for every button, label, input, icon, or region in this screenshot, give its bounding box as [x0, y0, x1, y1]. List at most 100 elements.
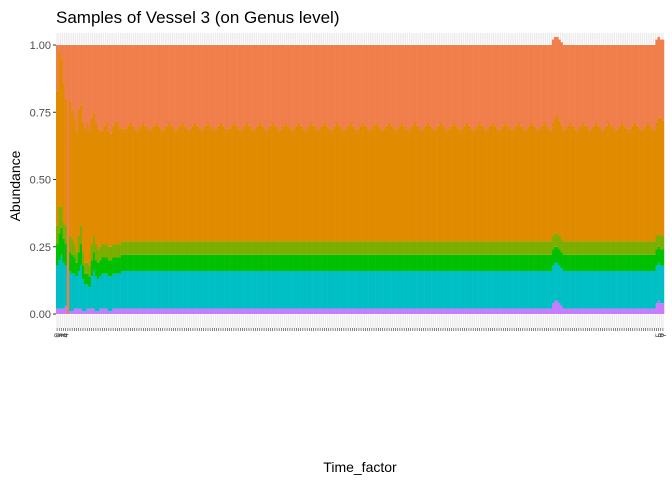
bar-segment-1: [355, 270, 359, 309]
bar-segment-5: [291, 45, 294, 132]
bar-segment-1: [577, 270, 581, 309]
bar-segment-4: [234, 125, 238, 242]
bar-segment-5: [532, 45, 535, 126]
bar-segment-2: [396, 254, 400, 271]
bar-segment-5: [269, 45, 272, 126]
bar-segment-2: [297, 254, 300, 271]
bar-segment-2: [528, 254, 531, 271]
bar-segment-3: [648, 241, 652, 255]
bar-segment-4: [640, 131, 643, 242]
bar-segment-1: [648, 270, 652, 309]
bar-segment-3: [405, 241, 408, 255]
bar-segment-3: [202, 241, 206, 255]
bar-segment-4: [448, 128, 451, 242]
bar-segment-0: [487, 308, 490, 314]
bar-segment-3: [489, 241, 492, 255]
bar-segment-0: [368, 308, 372, 314]
bar-segment-5: [157, 45, 160, 126]
bar-segment-2: [347, 254, 350, 271]
bar-segment-5: [96, 45, 100, 129]
bar-segment-2: [155, 254, 158, 271]
bar-segment-5: [562, 45, 566, 132]
bar-segment-0: [515, 308, 518, 314]
bar-segment-1: [105, 273, 108, 309]
bar-segment-2: [222, 254, 225, 271]
bar-segment-2: [202, 254, 206, 271]
bar-segment-5: [198, 45, 201, 129]
bar-segment-0: [159, 308, 162, 314]
bar-segment-5: [127, 45, 130, 126]
bar-segment-0: [116, 308, 119, 314]
bar-segment-4: [457, 128, 460, 242]
bar-segment-0: [441, 308, 445, 314]
bar-segment-3: [575, 241, 579, 255]
bar-segment-1: [196, 270, 199, 309]
bar-segment-4: [338, 125, 341, 242]
bar-segment-0: [88, 308, 91, 314]
bar-segment-1: [183, 270, 186, 309]
bar-segment-3: [198, 241, 201, 255]
bar-segment-1: [129, 270, 132, 309]
bar-segment-0: [355, 308, 359, 314]
bar-segment-0: [168, 308, 171, 314]
bar-segment-0: [510, 308, 514, 314]
bar-segment-3: [71, 238, 74, 255]
bar-segment-4: [252, 131, 255, 242]
bar-segment-2: [418, 254, 421, 271]
bar-segment-1: [418, 270, 421, 309]
bar-segment-5: [372, 45, 376, 126]
bar-segment-4: [532, 125, 535, 242]
bar-segment-1: [90, 276, 93, 309]
bar-segment-4: [618, 125, 622, 242]
bar-segment-1: [426, 270, 430, 309]
bar-segment-1: [109, 276, 113, 312]
bar-segment-5: [312, 45, 315, 126]
bar-segment-1: [396, 270, 400, 309]
bar-segment-0: [638, 308, 641, 314]
bar-segment-0: [336, 308, 339, 314]
bar-segment-5: [118, 45, 121, 129]
bar-segment-4: [450, 125, 453, 242]
bar-segment-1: [459, 270, 462, 309]
bar-segment-3: [293, 241, 296, 255]
bar-segment-2: [616, 254, 619, 271]
bar-segment-5: [515, 45, 518, 126]
bar-segment-4: [523, 131, 527, 242]
bar-segment-5: [338, 45, 341, 126]
bar-segment-4: [482, 128, 486, 242]
bar-segment-5: [467, 45, 471, 126]
bar-segment-2: [112, 257, 115, 274]
bar-segment-4: [258, 123, 262, 242]
bar-segment-4: [416, 125, 419, 242]
bar-segment-5: [252, 45, 255, 132]
bar-segment-1: [551, 265, 555, 304]
bar-segment-0: [118, 308, 121, 314]
bar-segment-0: [306, 308, 309, 314]
bar-segment-1: [293, 270, 296, 309]
bar-segment-2: [92, 252, 96, 271]
bar-segment-2: [331, 254, 335, 271]
bar-segment-0: [599, 308, 602, 314]
bar-segment-0: [416, 308, 419, 314]
bar-segment-5: [159, 45, 162, 129]
bar-segment-1: [288, 270, 292, 309]
bar-segment-3: [295, 241, 298, 255]
bar-segment-0: [334, 308, 337, 314]
bar-segment-4: [648, 125, 652, 242]
bar-segment-4: [549, 131, 553, 242]
bar-segment-4: [394, 131, 397, 242]
bar-segment-0: [68, 311, 72, 314]
bar-segment-1: [258, 270, 262, 309]
bar-segment-0: [422, 308, 425, 314]
bar-segment-0: [592, 308, 596, 314]
bar-segment-2: [590, 254, 594, 271]
bar-segment-2: [476, 254, 479, 271]
bar-segment-2: [79, 244, 83, 266]
bar-segment-4: [327, 128, 331, 242]
bar-segment-0: [90, 308, 93, 314]
bar-segment-5: [482, 45, 486, 129]
bar-segment-0: [140, 308, 143, 314]
bar-segment-5: [174, 45, 177, 132]
bar-segment-5: [644, 45, 648, 126]
bar-segment-1: [491, 270, 494, 309]
